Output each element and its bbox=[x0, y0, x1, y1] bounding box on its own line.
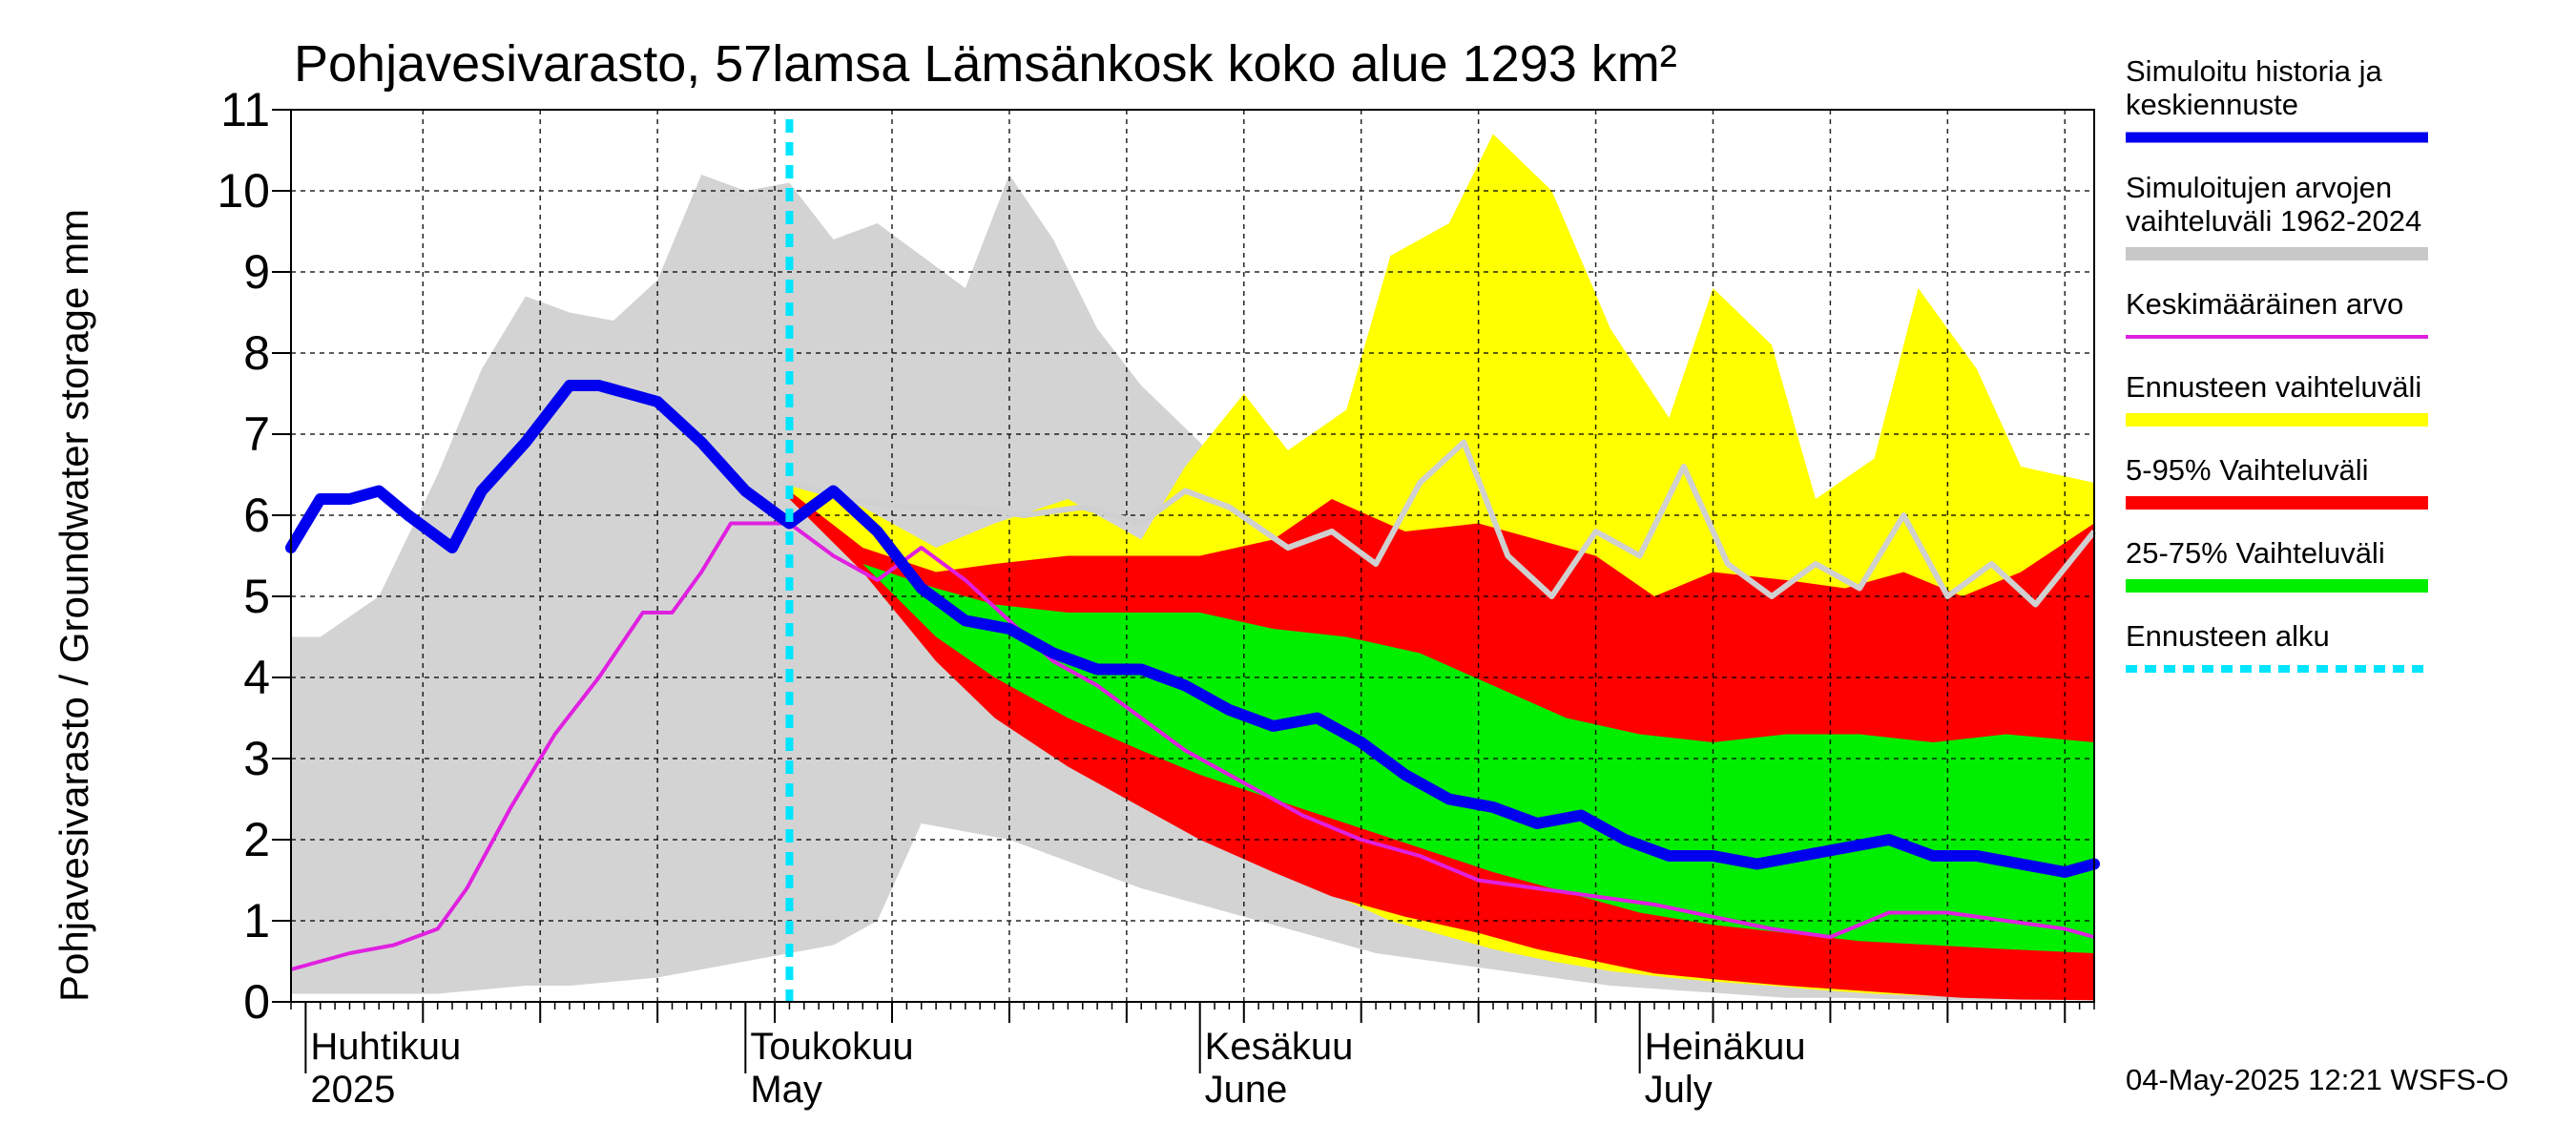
y-tick-label: 1 bbox=[243, 894, 270, 947]
legend-label: Ennusteen vaihteluväli bbox=[2126, 370, 2421, 404]
y-axis: 0 1 2 3 4 5 6 7 8 9 10 11 bbox=[217, 83, 291, 1029]
legend-label: Ennusteen alku bbox=[2126, 619, 2330, 653]
y-tick-label: 4 bbox=[243, 651, 270, 704]
month-label-en: 2025 bbox=[310, 1069, 395, 1111]
legend-label: Simuloitu historia ja bbox=[2126, 54, 2383, 88]
legend-label: 5-95% Vaihteluväli bbox=[2126, 453, 2368, 487]
legend-label: Keskimääräinen arvo bbox=[2126, 287, 2403, 321]
grid-layer bbox=[291, 110, 2094, 1002]
legend-label: keskiennuste bbox=[2126, 88, 2298, 121]
y-tick-label: 3 bbox=[243, 732, 270, 785]
mean-line bbox=[290, 521, 2095, 971]
month-label-en: May bbox=[750, 1069, 822, 1111]
legend-label: vaihteluväli 1962-2024 bbox=[2126, 204, 2421, 238]
lines-layer bbox=[285, 119, 2100, 1002]
month-label-en: July bbox=[1645, 1069, 1713, 1111]
plot-frame bbox=[290, 109, 2095, 1003]
month-label-fi: Heinäkuu bbox=[1645, 1026, 1806, 1068]
y-axis-label: Pohjavesivarasto / Groundwater storage m… bbox=[52, 209, 96, 1002]
band-25-75 bbox=[789, 499, 2094, 953]
chart-title: Pohjavesivarasto, 57lamsa Lämsänkosk kok… bbox=[294, 35, 1677, 93]
y-tick-label: 8 bbox=[243, 326, 270, 380]
legend-label: 25-75% Vaihteluväli bbox=[2126, 536, 2385, 570]
month-label-en: June bbox=[1205, 1069, 1288, 1111]
y-tick-label: 10 bbox=[217, 164, 270, 218]
bands-layer bbox=[291, 134, 2094, 1001]
median-forecast-line bbox=[788, 439, 2097, 608]
month-label-fi: Huhtikuu bbox=[310, 1026, 461, 1068]
y-tick-label: 0 bbox=[243, 975, 270, 1029]
y-tick-label: 7 bbox=[243, 407, 270, 461]
y-tick-label: 6 bbox=[243, 489, 270, 542]
footer-timestamp: 04-May-2025 12:21 WSFS-O bbox=[2126, 1063, 2508, 1096]
month-label-fi: Kesäkuu bbox=[1205, 1026, 1354, 1068]
y-tick-label: 9 bbox=[243, 245, 270, 299]
month-label-fi: Toukokuu bbox=[750, 1026, 913, 1068]
y-tick-label: 5 bbox=[243, 570, 270, 623]
legend-label: Simuloitujen arvojen bbox=[2126, 171, 2392, 204]
y-tick-label: 2 bbox=[243, 813, 270, 866]
y-tick-label: 11 bbox=[220, 83, 270, 136]
simulated-line bbox=[285, 380, 2100, 878]
